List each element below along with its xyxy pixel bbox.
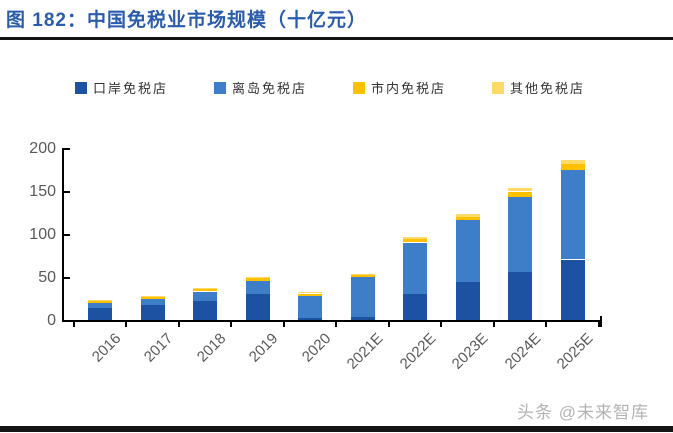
- bar-segment: [88, 303, 112, 308]
- bar-segment: [508, 192, 532, 197]
- bar-segment: [245, 294, 270, 320]
- bar-segment: [455, 220, 480, 282]
- bar-segment: [403, 243, 427, 294]
- bar-segment: [560, 260, 585, 320]
- bottom-divider-line: [0, 426, 673, 432]
- x-axis-tick: [597, 320, 600, 327]
- x-axis-tick-label: 2020: [298, 330, 335, 366]
- legend-swatch-icon: [213, 81, 226, 94]
- y-axis-tick-label: 150: [29, 183, 56, 200]
- bar-segment: [403, 239, 427, 242]
- x-axis-tick-label: 2019: [245, 330, 282, 366]
- chart-legend: 口岸免税店 离岛免税店 市内免税店 其他免税店: [0, 78, 660, 97]
- bar-segment: [455, 282, 480, 320]
- x-axis-end-tick: [600, 316, 602, 327]
- y-axis-tick: [64, 191, 70, 193]
- bar-segment: [193, 301, 217, 320]
- y-axis-tick: [64, 277, 70, 279]
- y-axis-tick: [64, 234, 70, 236]
- bar-segment: [140, 297, 165, 299]
- bar-segment: [350, 274, 375, 275]
- figure-title: 图 182：中国免税业市场规模（十亿元）: [6, 10, 367, 31]
- bar-segment: [193, 288, 217, 289]
- x-axis-tick: [545, 320, 548, 327]
- y-axis-tick-label: 100: [29, 226, 56, 243]
- legend-swatch-icon: [492, 81, 505, 94]
- x-axis-tick-label: 2025E: [553, 330, 597, 373]
- bar-segment: [508, 197, 532, 272]
- bar-segment: [560, 164, 585, 170]
- y-axis-tick-label: 50: [38, 269, 56, 286]
- watermark-text: 头条 @未来智库: [517, 403, 649, 422]
- bar-segment: [140, 296, 165, 297]
- x-axis-tick: [335, 320, 338, 327]
- title-divider-line: [0, 37, 673, 40]
- x-axis-tick: [125, 320, 128, 327]
- x-axis-tick-label: 2024E: [501, 330, 545, 373]
- x-axis-tick: [387, 320, 390, 327]
- legend-item: 离岛免税店: [213, 78, 307, 97]
- x-axis-tick-label: 2023E: [448, 330, 492, 373]
- bar-segment: [298, 317, 322, 320]
- bar-segment: [455, 216, 480, 220]
- bar-segment: [403, 293, 427, 320]
- x-axis-tick-label: 2018: [193, 330, 230, 366]
- x-axis-tick: [492, 320, 495, 327]
- x-axis-tick-label: 2016: [88, 330, 125, 366]
- y-axis-tick: [64, 148, 70, 150]
- legend-item: 其他免税店: [492, 78, 585, 97]
- bar-segment: [508, 272, 532, 320]
- bar-segment: [88, 300, 112, 301]
- bar-segment: [508, 188, 532, 191]
- y-axis-tick-label: 200: [29, 140, 56, 157]
- x-axis-tick-label: 2017: [140, 330, 177, 366]
- x-axis-tick: [230, 320, 233, 327]
- legend-swatch-icon: [74, 81, 87, 94]
- bar-segment: [455, 214, 480, 217]
- x-axis-tick: [177, 320, 180, 327]
- legend-label: 口岸免税店: [92, 81, 168, 96]
- bar-segment: [298, 292, 322, 293]
- bar-segment: [245, 277, 270, 278]
- bar-segment: [193, 289, 217, 291]
- bar-segment: [560, 170, 585, 259]
- x-axis-tick: [72, 320, 75, 327]
- bar-segment: [245, 281, 270, 294]
- bar-segment: [88, 308, 112, 320]
- bar-segment: [140, 299, 165, 305]
- bar-segment: [140, 305, 165, 320]
- bar-segment: [298, 294, 322, 296]
- legend-label: 其他免税店: [510, 81, 586, 96]
- legend-item: 市内免税店: [353, 78, 446, 97]
- bar-segment: [403, 237, 427, 239]
- bar-segment: [560, 160, 585, 164]
- y-axis-tick-label: 0: [47, 312, 56, 329]
- legend-swatch-icon: [353, 81, 365, 94]
- bar-segment: [245, 278, 270, 281]
- legend-label: 市内免税店: [371, 81, 447, 96]
- x-axis-tick-label: 2021E: [343, 330, 387, 373]
- bar-segment: [350, 317, 375, 320]
- bar-segment: [88, 301, 112, 303]
- bar-segment: [193, 292, 217, 301]
- legend-label: 离岛免税店: [231, 81, 307, 96]
- bar-segment: [350, 277, 375, 317]
- legend-item: 口岸免税店: [74, 78, 168, 97]
- bar-segment: [350, 275, 375, 277]
- x-axis-tick: [440, 320, 443, 327]
- x-axis-line: [62, 320, 602, 322]
- bar-segment: [298, 296, 322, 318]
- y-axis-line: [62, 148, 64, 322]
- x-axis-tick: [282, 320, 285, 327]
- x-axis-tick-label: 2022E: [396, 330, 440, 373]
